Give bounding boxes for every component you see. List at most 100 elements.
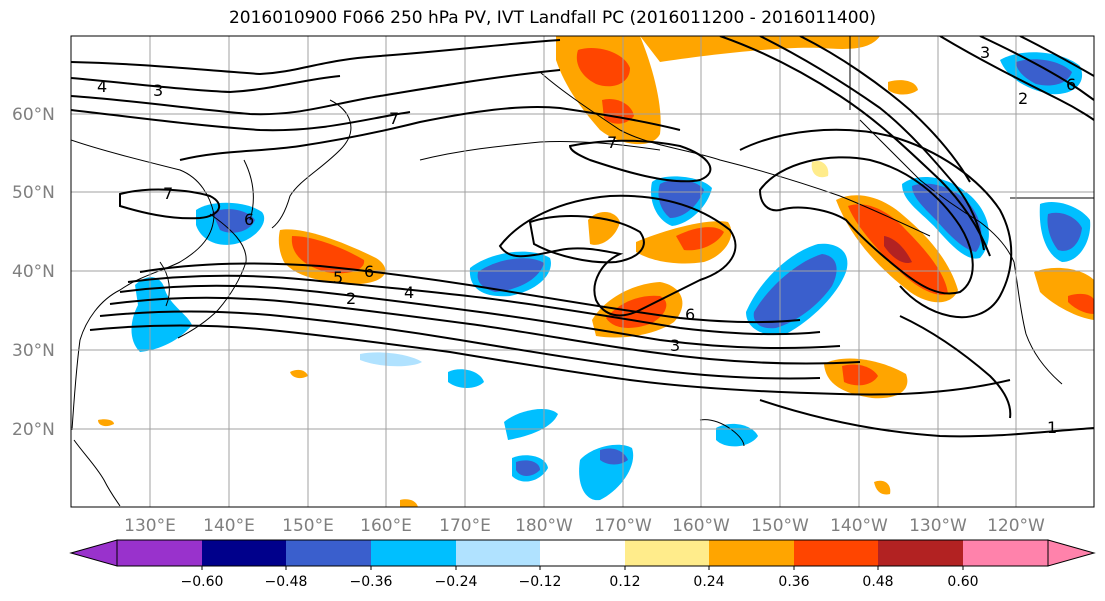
pos-fill-small-3 bbox=[98, 419, 114, 427]
coast-alaska bbox=[539, 71, 931, 237]
contour-label: 7 bbox=[607, 133, 617, 152]
colorbar-bin bbox=[540, 540, 625, 566]
lon-label: 140°E bbox=[203, 516, 255, 536]
colorbar-tick-label: −0.48 bbox=[265, 574, 308, 590]
colorbar-tick-label: 0.24 bbox=[693, 574, 724, 590]
contour-label: 2 bbox=[1018, 89, 1028, 108]
pos-fill-alaska-core2 bbox=[602, 98, 634, 124]
colorbar-extend-left bbox=[69, 539, 118, 567]
lat-label: 60°N bbox=[12, 105, 55, 125]
lon-label: 140°W bbox=[830, 516, 888, 536]
contour-1 bbox=[759, 399, 1094, 438]
contour-label: 3 bbox=[153, 81, 163, 100]
contour-north-east-4 bbox=[939, 36, 1094, 121]
lon-label: 150°E bbox=[282, 516, 334, 536]
colorbar-tick-label: 0.36 bbox=[778, 574, 809, 590]
pos-fill-alaska-core bbox=[576, 48, 630, 87]
contour-7-east bbox=[568, 139, 712, 183]
map-frame bbox=[70, 35, 1095, 508]
neg-fill-hi-4 bbox=[448, 369, 484, 388]
contour-jet-south-6 bbox=[89, 324, 1011, 396]
coast-us-west bbox=[1013, 261, 1063, 385]
contour-jet-south-3 bbox=[119, 284, 841, 349]
contour-jet-south-2 bbox=[127, 274, 821, 336]
pos-fill-160w-core bbox=[676, 227, 724, 251]
longitude-labels: 130°E 140°E 150°E 160°E 170°E 180°W 170°… bbox=[124, 516, 1045, 536]
contour-label: 6 bbox=[685, 305, 695, 324]
contour-north-east-5 bbox=[979, 36, 1094, 101]
contour-label: 3 bbox=[670, 336, 680, 355]
neg-fill-south-japan bbox=[131, 277, 192, 352]
pos-fill-140w-dark bbox=[884, 236, 912, 264]
pos-fill-us-sw-core bbox=[1068, 293, 1094, 314]
coast-asia-mainland bbox=[71, 139, 215, 431]
contour-loop-large bbox=[498, 194, 737, 317]
pos-fill-north-strip bbox=[640, 36, 880, 62]
lat-label: 30°N bbox=[12, 341, 55, 361]
contour-label: 1 bbox=[1047, 418, 1057, 437]
lon-label: 120°W bbox=[987, 516, 1045, 536]
coastlines bbox=[71, 36, 1094, 507]
lat-label: 50°N bbox=[12, 183, 55, 203]
neg-fill-150w-core bbox=[753, 254, 837, 329]
contour-jet-south-4 bbox=[109, 296, 861, 365]
lon-label: 180°W bbox=[515, 516, 573, 536]
colorbar-bin bbox=[625, 540, 709, 566]
colorbar-tick-label: 0.60 bbox=[947, 574, 978, 590]
lon-label: 150°W bbox=[751, 516, 809, 536]
colorbar-extend-right bbox=[1047, 539, 1096, 567]
colorbar-tick-label: −0.60 bbox=[181, 574, 224, 590]
contour-jet-2 bbox=[71, 75, 341, 94]
lon-label: 130°W bbox=[909, 516, 967, 536]
contour-jet-1 bbox=[71, 39, 561, 76]
colorbar-tick-label: −0.24 bbox=[435, 574, 478, 590]
colorbar-tick-label: −0.12 bbox=[519, 574, 562, 590]
contour-label: 6 bbox=[364, 262, 374, 281]
lon-label: 160°W bbox=[672, 516, 730, 536]
contour-east-loop bbox=[758, 156, 974, 295]
contour-north-east-3 bbox=[799, 36, 971, 183]
contour-east-outer bbox=[739, 128, 1013, 319]
contour-label: 5 bbox=[333, 268, 343, 287]
colorbar-tick-label: −0.36 bbox=[350, 574, 393, 590]
pos-fill-canada bbox=[888, 80, 918, 95]
neg-fill-160w-core bbox=[658, 179, 704, 218]
lat-label: 40°N bbox=[12, 262, 55, 282]
colorbar-tick-marks bbox=[201, 566, 964, 570]
contour-label: 6 bbox=[244, 210, 254, 229]
contour-jet-south-1 bbox=[139, 262, 801, 324]
neg-fill-180-core bbox=[477, 258, 544, 292]
neg-fill-japan-sea-core bbox=[212, 209, 255, 233]
map-title: 2016010900 F066 250 hPa PV, IVT Landfall… bbox=[228, 8, 876, 28]
coast-philippines bbox=[73, 439, 121, 507]
pos-fill-japan-east-core bbox=[291, 236, 365, 274]
lon-label: 170°E bbox=[439, 516, 491, 536]
contour-outer-east bbox=[899, 315, 1012, 419]
contour-label: 4 bbox=[97, 77, 107, 96]
contour-north-east-6 bbox=[1019, 36, 1094, 77]
pos-fill-small-1 bbox=[874, 480, 891, 495]
contour-label: 3 bbox=[980, 43, 990, 62]
colorbar-bin bbox=[963, 540, 1048, 566]
latitude-labels: 60°N 50°N 40°N 30°N 20°N bbox=[12, 105, 55, 440]
coast-korea bbox=[159, 261, 170, 307]
contour-labels: 4 3 7 7 7 6 5 6 2 4 6 3 1 3 2 6 bbox=[97, 43, 1076, 437]
colorbar: −0.60 −0.48 −0.36 −0.24 −0.12 0.12 0.24 … bbox=[69, 539, 1096, 590]
colorbar-bin bbox=[878, 540, 963, 566]
contour-north-east-2 bbox=[759, 36, 985, 251]
contour-north-east-1 bbox=[719, 36, 991, 257]
colorbar-bin bbox=[286, 540, 371, 566]
contour-jet-south-5 bbox=[99, 310, 821, 380]
contour-loop-west bbox=[119, 188, 221, 220]
contour-loop-center bbox=[528, 215, 645, 264]
contour-7-north bbox=[179, 105, 681, 161]
colorbar-bin bbox=[117, 540, 202, 566]
neg-fill-us-west-core bbox=[1047, 212, 1082, 251]
pos-fill-pale-ring bbox=[811, 160, 829, 178]
contour-label: 7 bbox=[389, 109, 399, 128]
coast-bc bbox=[859, 119, 1015, 263]
neg-fill-hi-1-core bbox=[516, 460, 540, 476]
pos-fill-small-4 bbox=[400, 499, 418, 507]
contour-label: 4 bbox=[404, 283, 414, 302]
